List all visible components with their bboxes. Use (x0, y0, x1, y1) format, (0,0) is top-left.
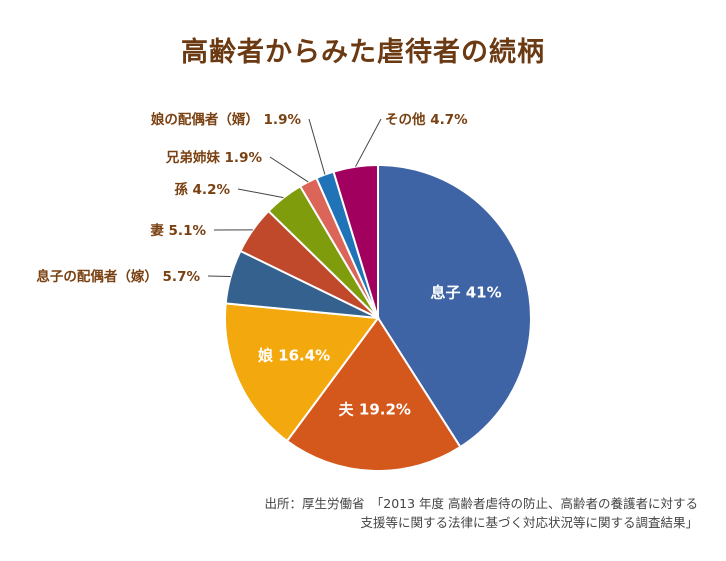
slice-label-8: その他 4.7% (385, 111, 468, 128)
leader-line-6 (269, 156, 309, 183)
pie-slices (224, 163, 532, 472)
slice-label-7: 娘の配偶者（婿） 1.9% (151, 111, 302, 128)
leader-line-8 (355, 118, 382, 167)
source-line-2: 支援等に関する法律に基づく対応状況等に関する調査結果」 (360, 515, 698, 530)
pie-slice-8 (332, 163, 379, 319)
source-note: 出所：厚生労働省 「2013 年度 高齢者虐待の防止、高齢者の養護者に対する 支… (264, 494, 698, 532)
slice-label-5: 孫 4.2% (174, 181, 230, 198)
leader-lines (207, 118, 382, 277)
leader-line-5 (237, 188, 284, 199)
slice-label-2: 娘 16.4% (258, 346, 330, 364)
slice-label-1: 夫 19.2% (339, 401, 411, 419)
slice-label-6: 兄弟姉妹 1.9% (165, 149, 263, 166)
leader-line-7 (308, 118, 326, 175)
slice-label-4: 妻 5.1% (150, 222, 206, 239)
source-line-1: 出所：厚生労働省 「2013 年度 高齢者虐待の防止、高齢者の養護者に対する (264, 496, 698, 511)
pie-slice-2 (224, 302, 380, 443)
slice-label-3: 息子の配偶者（嫁） 5.7% (36, 268, 200, 285)
pie-slice-1 (285, 316, 462, 472)
leader-line-3 (207, 275, 231, 277)
slice-label-0: 息子 41% (431, 283, 502, 301)
slice-labels: 息子 41% 夫 19.2% 娘 16.4% 息子の配偶者（嫁） 5.7% 妻 5.1%… (36, 111, 501, 419)
chart-title: 高齢者からみた虐待者の続柄 (181, 37, 545, 68)
